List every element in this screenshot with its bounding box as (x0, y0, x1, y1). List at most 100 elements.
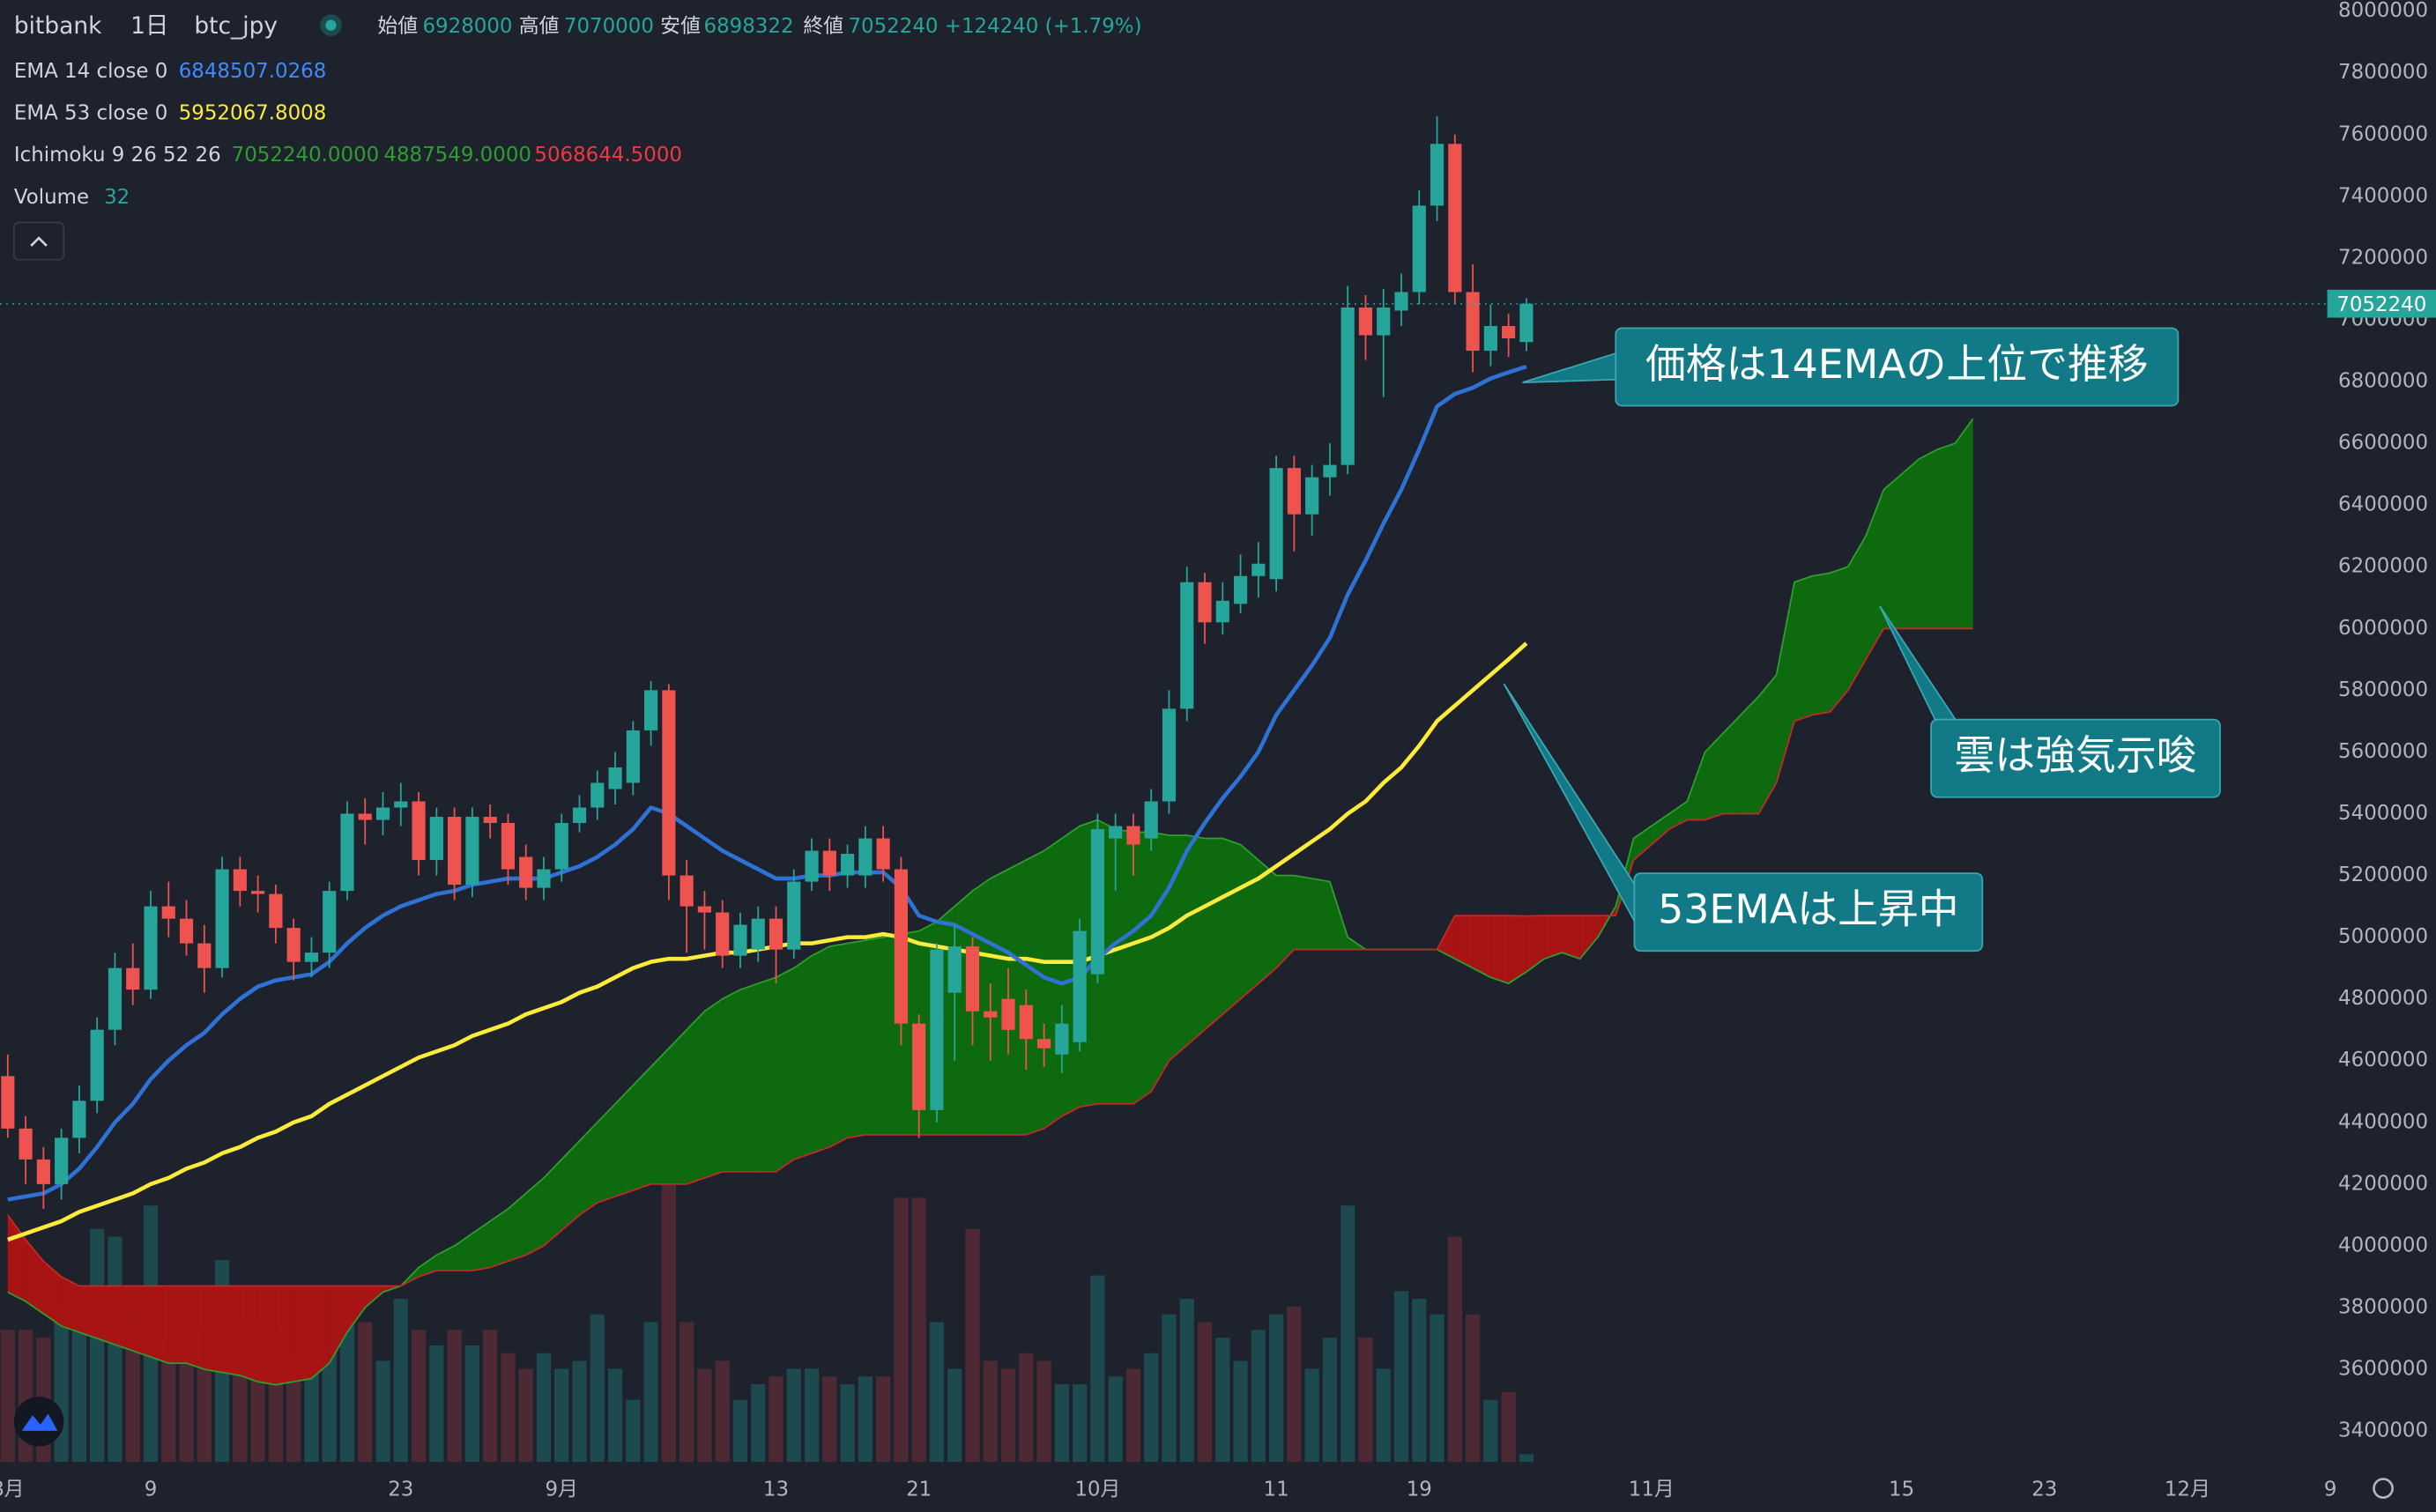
candle-body (286, 928, 301, 962)
candle-body (1341, 307, 1355, 465)
volume-bar (339, 1306, 355, 1463)
ema53-value: 5952067.8008 (179, 102, 327, 125)
cloud-segment (758, 977, 776, 1172)
volume-bar (822, 1376, 837, 1463)
cloud-segment (1758, 674, 1777, 814)
candle-body (412, 801, 426, 861)
ichimoku-value: 7052240.0000 (232, 144, 380, 167)
candle-body (90, 1029, 104, 1101)
volume-bar (1125, 1368, 1141, 1463)
candle-body (1036, 1039, 1051, 1049)
candle-body (1466, 292, 1480, 352)
volume-bar (1251, 1330, 1266, 1463)
candle-body (769, 918, 784, 950)
cloud-segment (150, 1286, 169, 1364)
candle-body (984, 1011, 998, 1018)
cloud-segment (1169, 835, 1187, 1061)
logo-mark (21, 1413, 58, 1431)
cloud-segment (739, 983, 759, 1172)
cloud-segment (61, 1276, 79, 1333)
volume-bar (1358, 1338, 1373, 1463)
y-tick-label: 6800000 (2338, 370, 2428, 393)
candle-body (572, 807, 587, 824)
candle-body (1180, 582, 1194, 709)
volume-bar (518, 1368, 533, 1463)
y-tick-label: 3400000 (2338, 1419, 2428, 1442)
candle-body (680, 875, 694, 907)
candle-body (519, 856, 533, 888)
volume-bar (983, 1360, 998, 1463)
callout-box (1615, 327, 2180, 407)
close-value: 7052240 (848, 15, 938, 38)
candle-body (876, 838, 890, 870)
candle-body (448, 817, 462, 886)
cloud-segment (26, 1239, 44, 1315)
interval: 1日 (130, 12, 168, 40)
candle-body (233, 869, 247, 892)
y-tick-label: 5600000 (2338, 740, 2428, 763)
cloud-segment (204, 1286, 223, 1373)
candle-body (590, 782, 605, 808)
cloud-segment (829, 943, 848, 1147)
cloud-segment (1633, 826, 1652, 861)
cloud-segment (1115, 829, 1133, 1104)
collapse-button[interactable] (12, 221, 65, 261)
cloud-segment (1294, 875, 1312, 950)
volume-value: 32 (104, 186, 130, 209)
high-value: 7070000 (564, 15, 654, 38)
candle-body (1430, 144, 1445, 206)
candle-body (465, 817, 479, 886)
volume-bar (965, 1228, 980, 1463)
cloud-segment (812, 946, 830, 1153)
candle-body (1215, 600, 1229, 623)
volume-bar (715, 1360, 730, 1463)
cloud-segment (1043, 838, 1062, 1129)
candle-body (55, 1138, 69, 1184)
volume-bar (804, 1368, 820, 1463)
volume-bar (1019, 1353, 1034, 1463)
cloud-segment (257, 1286, 276, 1385)
candle-body (894, 869, 908, 1024)
candle-body (144, 906, 158, 990)
callout-box (1633, 872, 1984, 952)
candle-body (1394, 292, 1408, 311)
cloud-segment (472, 1220, 491, 1271)
cloud-segment (1526, 915, 1545, 973)
volume-bar (911, 1197, 926, 1463)
cloud-segment (776, 967, 794, 1172)
volume-bar (1519, 1454, 1534, 1463)
candle-body (841, 854, 855, 876)
volume-bar (1073, 1384, 1088, 1463)
open-value: 6928000 (422, 15, 512, 38)
volume-bar (1233, 1360, 1248, 1463)
y-tick-label: 4600000 (2338, 1049, 2428, 1071)
y-tick-label: 3600000 (2338, 1358, 2428, 1381)
cloud-segment (1901, 458, 1920, 629)
volume-bar (1412, 1299, 1427, 1463)
cloud-segment (78, 1286, 98, 1339)
volume-bar (769, 1376, 784, 1463)
volume-bar (161, 1338, 176, 1463)
candle-body (662, 690, 676, 876)
settings-button[interactable] (2373, 1478, 2394, 1500)
x-tick-label: 11月 (1629, 1478, 1675, 1501)
annotation: 雲は強気示唆 (1955, 731, 2197, 779)
volume-bar (358, 1322, 373, 1463)
cloud-segment (275, 1286, 294, 1385)
cloud-segment (525, 1177, 544, 1256)
volume-bar (1090, 1275, 1105, 1463)
volume-bar (1430, 1314, 1445, 1463)
y-tick-label: 6000000 (2338, 617, 2428, 640)
cloud-segment (43, 1261, 62, 1327)
x-tick-label: 19 (1407, 1478, 1432, 1501)
cloud-segment (1741, 696, 1759, 814)
low-label: 安値 (660, 15, 701, 38)
candle-body (930, 949, 944, 1110)
volume-bar (1483, 1399, 1498, 1463)
cloud-segment (1866, 489, 1884, 660)
cloud-segment (186, 1286, 204, 1370)
candle-body (304, 952, 319, 962)
volume-bar (1000, 1368, 1016, 1463)
volume-bar (697, 1368, 712, 1463)
cloud-segment (1794, 575, 1813, 722)
